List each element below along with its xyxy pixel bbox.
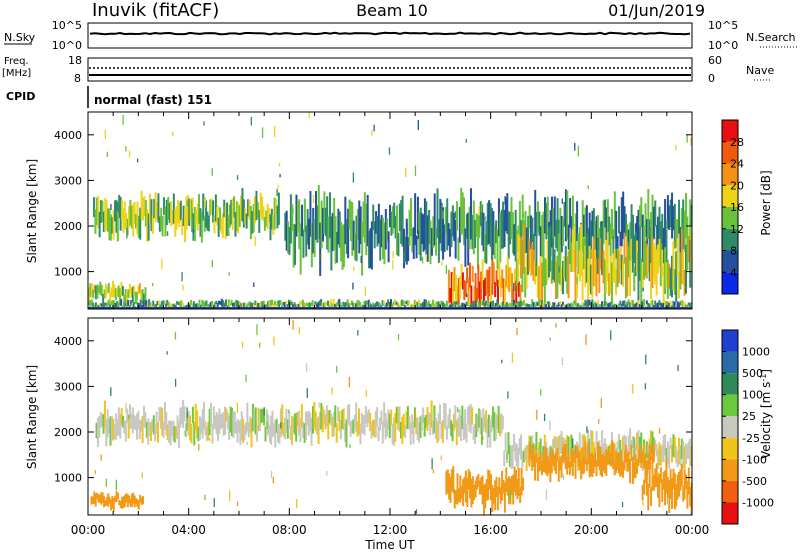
power-scale-label: Power [dB] <box>759 170 773 235</box>
x-tick-label: 00:00 <box>675 523 710 537</box>
power-ylabel: Slant Range [km] <box>25 159 39 263</box>
station-title: Inuvik (fitACF) <box>92 0 219 21</box>
colorbar-swatch <box>722 416 738 438</box>
heatmap-feature <box>88 280 147 305</box>
colorbar-swatch <box>722 330 738 352</box>
colorbar-swatch <box>722 207 738 229</box>
x-tick-label: 20:00 <box>574 523 609 537</box>
y-tick-label: 1000 <box>54 472 82 485</box>
colorbar-swatch <box>722 228 738 251</box>
noise-sky-line <box>89 31 691 36</box>
velocity-scale-label: Velocity [m s-1] <box>759 369 773 459</box>
heatmap-feature <box>284 185 692 276</box>
cpid-label: CPID <box>6 90 35 103</box>
power-panel: 1000 2000 3000 4000 Slant Range [km] <box>25 111 693 310</box>
velocity-heatmap <box>90 320 692 515</box>
power-colorbar-tick: 8 <box>730 245 737 258</box>
heatmap-feature <box>515 224 692 309</box>
power-heatmap <box>88 112 692 309</box>
power-colorbar-tick: 28 <box>730 136 744 149</box>
colorbar-swatch <box>722 459 738 481</box>
power-colorbar-tick: 20 <box>730 179 744 192</box>
nave-right-tick-bottom: 0 <box>708 72 715 85</box>
velocity-colorbar-tick: 100 <box>742 389 763 402</box>
y-tick-label: 2000 <box>54 220 82 233</box>
y-tick-label: 3000 <box>54 380 82 393</box>
frequency-panel: Freq. [MHz] 18 8 60 0 Nave <box>2 54 774 85</box>
colorbar-swatch <box>722 373 738 395</box>
power-colorbar: 4 8 12 16 20 24 28 <box>721 119 744 295</box>
velocity-ylabel: Slant Range [km] <box>25 365 39 469</box>
freq-left-tick-top: 18 <box>68 54 82 67</box>
heatmap-feature <box>641 459 692 515</box>
noise-right-tick-top: 10^5 <box>708 19 738 32</box>
noise-left-tick-top: 10^5 <box>52 19 82 32</box>
date-title: 01/Jun/2019 <box>608 1 705 20</box>
heatmap-feature <box>95 399 504 448</box>
noise-left-tick-bottom: 10^0 <box>52 39 82 52</box>
colorbar-swatch <box>722 185 738 207</box>
heatmap-feature <box>445 466 524 515</box>
velocity-panel: 1000 2000 3000 4000 Slant Range [km] <box>25 317 693 516</box>
colorbar-swatch <box>722 480 738 503</box>
velocity-colorbar-tick: -1000 <box>742 496 774 509</box>
noise-right-tick-bottom: 10^0 <box>708 39 738 52</box>
velocity-colorbar-tick: 500 <box>742 367 763 380</box>
velocity-colorbar-tick: 25 <box>742 410 756 423</box>
y-tick-label: 3000 <box>54 174 82 187</box>
y-tick-label: 4000 <box>54 129 82 142</box>
x-tick-label: 00:00 <box>71 523 106 537</box>
y-tick-label: 1000 <box>54 266 82 279</box>
beam-title: Beam 10 <box>356 1 428 20</box>
velocity-colorbar: 1000 500 100 25 -25 -100 -500 -1000 <box>721 329 774 525</box>
y-tick-label: 2000 <box>54 426 82 439</box>
heatmap-feature <box>88 298 692 309</box>
freq-left-tick-bottom: 8 <box>74 72 81 85</box>
velocity-colorbar-tick: -100 <box>742 453 767 466</box>
colorbar-swatch <box>722 394 738 417</box>
colorbar-swatch <box>722 351 738 374</box>
colorbar-swatch <box>722 163 738 186</box>
heatmap-feature <box>90 490 144 512</box>
power-colorbar-tick: 24 <box>730 158 744 171</box>
x-tick-label: 16:00 <box>473 523 508 537</box>
power-colorbar-tick: 16 <box>730 201 744 214</box>
noise-sky-label: N.Sky <box>4 31 36 44</box>
colorbar-swatch <box>722 502 738 524</box>
heatmap-feature <box>447 257 522 309</box>
y-tick-label: 4000 <box>54 335 82 348</box>
colorbar-swatch <box>722 437 738 460</box>
noise-panel: N.Sky 10^5 10^0 10^5 10^0 N.Search <box>4 19 797 52</box>
noise-search-label: N.Search <box>746 31 796 44</box>
velocity-colorbar-tick: -500 <box>742 475 767 488</box>
cpid-value: normal (fast) 151 <box>94 93 212 107</box>
heatmap-speckles <box>94 320 679 514</box>
x-tick-label: 08:00 <box>272 523 307 537</box>
nave-label: Nave <box>746 64 774 77</box>
freq-unit-label: [MHz] <box>2 68 31 79</box>
x-axis-labels: 00:00 04:00 08:00 12:00 16:00 20:00 00:00 <box>71 523 710 537</box>
freq-label: Freq. <box>4 56 29 67</box>
colorbar-swatch <box>722 250 738 273</box>
x-tick-label: 12:00 <box>373 523 408 537</box>
x-tick-label: 04:00 <box>171 523 206 537</box>
colorbar-swatch <box>722 141 738 164</box>
heatmap-feature <box>93 187 280 243</box>
colorbar-swatch <box>722 272 738 294</box>
colorbar-swatch <box>722 120 738 142</box>
nave-right-tick-top: 60 <box>708 54 722 67</box>
heatmap-speckles <box>104 112 692 309</box>
velocity-colorbar-tick: -25 <box>742 432 760 445</box>
power-colorbar-tick: 12 <box>730 223 744 236</box>
x-axis-title: Time UT <box>364 538 415 552</box>
power-colorbar-tick: 4 <box>730 266 737 279</box>
velocity-colorbar-tick: 1000 <box>742 346 770 359</box>
